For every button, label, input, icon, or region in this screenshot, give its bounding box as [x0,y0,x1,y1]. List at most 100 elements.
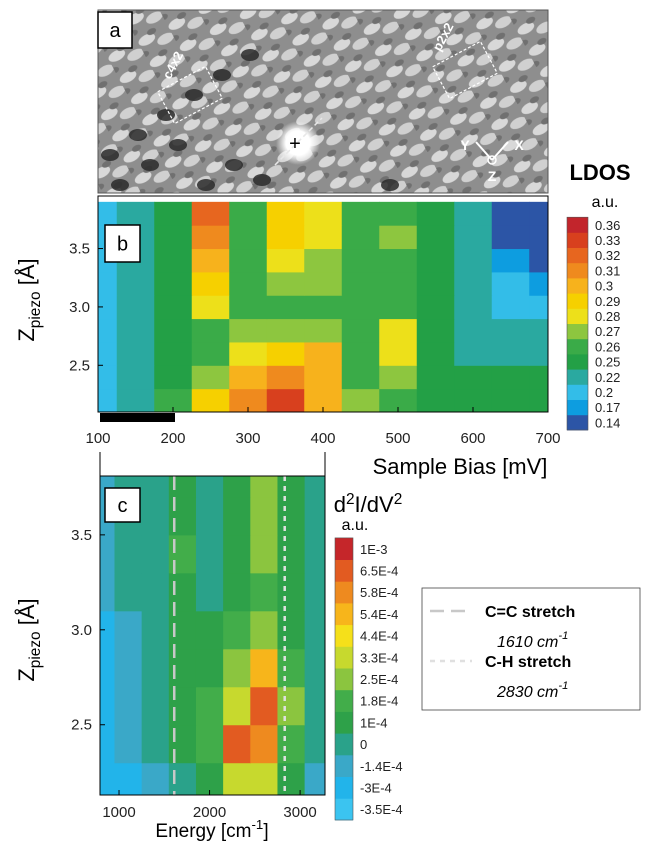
colorbar-label: 0.33 [595,233,620,248]
contour-cell [168,648,197,688]
colorbar-label: -1.4E-4 [360,759,403,774]
contour-cell [416,248,455,273]
contour-cell [529,295,548,320]
contour-cell [191,225,230,250]
text-part: 2 [346,491,355,508]
contour-cell [304,476,325,498]
contour-cell [114,724,143,764]
contour-cell [168,476,197,498]
y-axis-label: Zpiezo [Å] [14,258,44,341]
colorbar-label: 0.36 [595,218,620,233]
text-part: -1 [558,680,568,692]
contour-cell [454,271,493,296]
contour-cell [168,496,197,536]
contour-cell [191,295,230,320]
contour-cell [454,341,493,366]
colorbar-swatch [335,711,353,734]
contour-cell [154,318,193,343]
dark-spot [185,89,203,101]
colorbar-title: d2I/dV2 [334,491,403,517]
colorbar-swatch [335,603,353,626]
colorbar-label: -3.5E-4 [360,802,403,817]
x-tick-label: 200 [160,430,185,447]
contour-cell [379,248,418,273]
y-tick-label: 3.5 [71,527,92,544]
contour-cell [277,476,306,498]
contour-cell [529,201,548,226]
panel-label-box [104,487,141,523]
contour-cell [168,534,197,574]
contour-field [98,201,548,412]
contour-cell [229,388,268,412]
text-part: -1 [558,630,568,642]
contour-cell [529,271,548,296]
colorbar-label: 0.27 [595,324,620,339]
contour-cell [277,686,306,726]
colorbar-label: 0.32 [595,248,620,263]
contour-cell [379,225,418,250]
text-part: LDOS [569,160,630,185]
contour-cell [223,762,251,795]
colorbar-swatch [567,354,588,370]
contour-cell [529,365,548,390]
contour-cell [491,225,530,250]
contour-cell [277,762,306,795]
contour-cell [154,248,193,273]
contour-cell [141,686,170,726]
contour-cell [223,648,251,688]
legend-note: 1610 cm-1 [497,630,568,651]
contour-cell [250,686,278,726]
compass-origin [487,155,497,165]
contour-cell [529,388,548,412]
colorbar-label: 0.22 [595,370,620,385]
contour-cell [304,762,325,795]
cell-outline [156,65,224,125]
contour-cell [304,248,343,273]
colorbar-swatch [335,559,353,582]
x-tick-label: 300 [235,430,260,447]
colorbar-swatch [335,733,353,756]
x-tick-label: 500 [385,430,410,447]
contour-cell [341,225,380,250]
colorbar-label: 5.8E-4 [360,585,398,600]
text-part: I/dV [355,492,394,517]
colorbar-frame [334,537,354,821]
contour-cell [195,724,224,764]
dark-spot [157,109,175,121]
colorbar-label: 6.5E-4 [360,563,398,578]
contour-cell [379,295,418,320]
contour-cell [223,496,251,536]
x-tick-label: 2000 [193,804,226,821]
colorbar-swatch [567,399,588,416]
contour-cell [229,295,268,320]
colorbar-swatch [335,776,353,799]
colorbar-swatch [335,537,353,560]
contour-cell [529,225,548,250]
contour-cell [195,534,224,574]
scale-bar [100,413,175,422]
contour-cell [277,724,306,764]
text-part: Z [14,668,39,681]
x-axis-label: Sample Bias [mV] [373,454,548,479]
contour-cell [100,534,115,574]
colorbar-swatch [567,262,588,279]
contour-cell [223,476,251,498]
colorbar-swatch [567,278,588,294]
contour-cell [195,496,224,536]
contour-cell [277,534,306,574]
x-axis-label: Energy [cm-1] [155,817,268,842]
contour-cell [304,271,343,296]
contour-cell [304,201,343,226]
contour-cell [98,201,118,226]
contour-cell [116,201,155,226]
dark-spot [101,149,119,161]
plot-frame [99,475,326,796]
colorbar-swatch [567,338,588,355]
colorbar-label: 1.8E-4 [360,694,398,709]
contour-cell [491,388,530,412]
contour-cell [304,318,343,343]
contour-cell [116,341,155,366]
contour-cell [277,610,306,650]
y-tick-label: 3.5 [69,241,90,258]
